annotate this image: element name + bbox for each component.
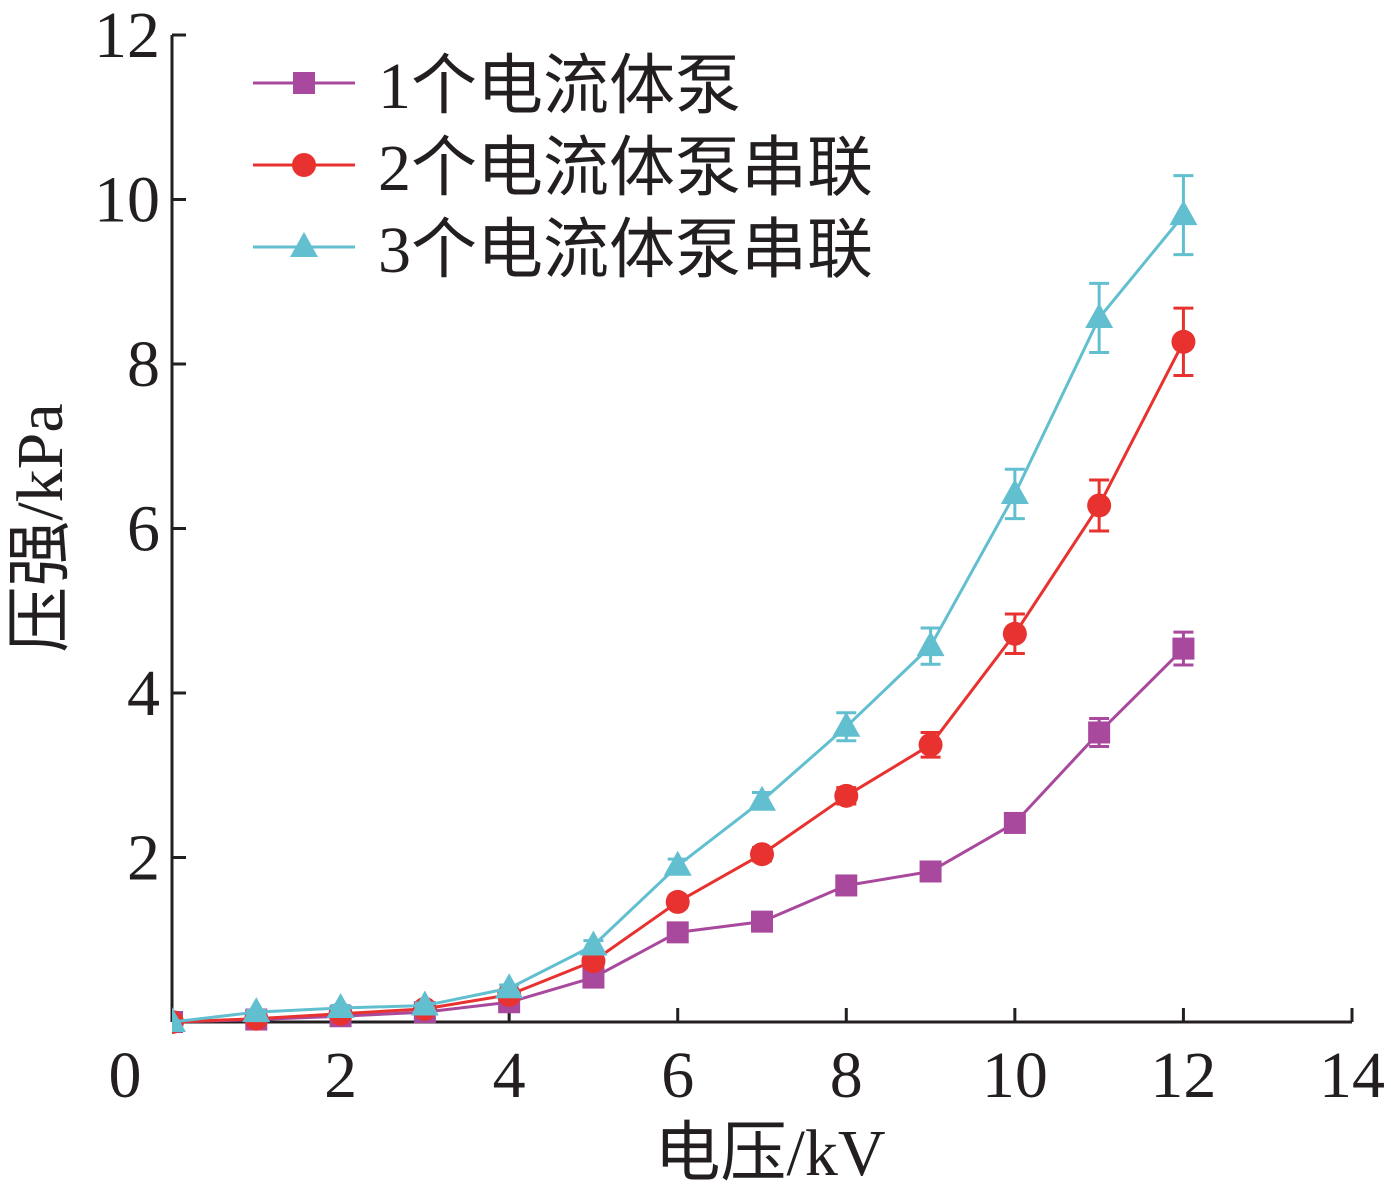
x-tick-label: 2 <box>324 1039 357 1112</box>
legend-marker <box>293 72 315 94</box>
x-tick-label: 8 <box>830 1039 863 1112</box>
legend-marker <box>292 153 316 177</box>
data-point <box>579 930 608 956</box>
data-point <box>916 631 945 657</box>
data-point <box>1085 302 1114 328</box>
data-point <box>835 874 858 897</box>
y-tick-label: 12 <box>94 0 160 72</box>
data-point <box>1087 493 1112 518</box>
x-tick-label: 14 <box>1319 1039 1385 1112</box>
legend-label: 3个电流体泵串联 <box>378 214 873 287</box>
x-ticks: 0 2 4 6 8 10 12 14 <box>109 1008 1385 1112</box>
data-point <box>1172 637 1195 660</box>
series-line <box>172 647 1185 1024</box>
plot-area <box>172 174 1198 1034</box>
data-point <box>918 732 943 757</box>
data-point <box>410 990 439 1016</box>
x-axis-label: 电压/kV <box>655 1117 886 1190</box>
data-point <box>919 860 942 883</box>
y-tick-label: 2 <box>127 822 160 895</box>
data-point <box>663 850 692 876</box>
legend-entry-3: 3个电流体泵串联 <box>253 214 873 287</box>
data-point <box>582 966 605 989</box>
x-tick-label: 4 <box>493 1039 526 1112</box>
legend: 1个电流体泵 2个电流体泵串联 3个电流体泵串联 <box>253 50 873 287</box>
y-tick-label: 4 <box>127 657 160 730</box>
x-tick-label: 0 <box>109 1039 142 1112</box>
legend-label: 1个电流体泵 <box>378 50 741 123</box>
data-point <box>665 889 690 914</box>
data-point <box>1171 329 1196 354</box>
y-ticks: 2 4 6 8 10 12 <box>94 0 186 895</box>
data-point <box>1002 621 1027 646</box>
series-1 <box>172 630 1195 1033</box>
legend-label: 2个电流体泵串联 <box>378 132 873 205</box>
data-point <box>242 997 271 1023</box>
data-point <box>1088 721 1111 744</box>
data-point <box>751 910 773 933</box>
axes: 0 2 4 6 8 10 12 14 2 4 6 8 10 12 <box>94 0 1385 1112</box>
x-tick-label: 10 <box>982 1039 1048 1112</box>
data-point <box>834 783 859 808</box>
data-point <box>1000 478 1029 504</box>
x-tick-label: 12 <box>1150 1039 1216 1112</box>
data-point <box>495 973 524 999</box>
data-point <box>172 1007 186 1032</box>
y-tick-label: 6 <box>127 493 160 566</box>
y-tick-label: 10 <box>94 164 160 237</box>
legend-entry-2: 2个电流体泵串联 <box>253 132 873 205</box>
series-3 <box>172 174 1198 1032</box>
data-point <box>748 785 776 811</box>
series-line <box>172 341 1185 1024</box>
data-point <box>832 711 861 737</box>
y-axis-label: 压强/kPa <box>4 403 77 652</box>
data-point <box>1003 811 1026 834</box>
x-tick-label: 6 <box>661 1039 694 1112</box>
data-point <box>750 842 774 867</box>
legend-entry-1: 1个电流体泵 <box>253 50 741 123</box>
data-point <box>1169 200 1198 226</box>
data-point <box>666 921 689 944</box>
data-point <box>326 993 355 1019</box>
y-tick-label: 8 <box>127 328 160 401</box>
legend-marker <box>290 232 318 257</box>
